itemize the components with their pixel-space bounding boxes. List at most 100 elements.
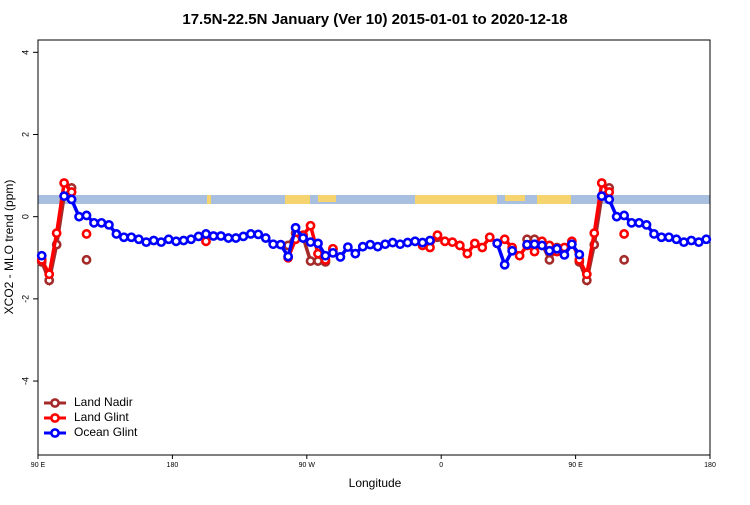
data-point [223, 233, 234, 243]
data-point [574, 249, 585, 260]
data-point [566, 239, 577, 250]
land-band [318, 195, 336, 202]
data-point [380, 239, 391, 250]
data-point [596, 178, 607, 188]
data-point [51, 228, 62, 239]
x-tick-label: 180 [704, 462, 716, 469]
data-point [253, 229, 264, 240]
data-point [693, 237, 704, 248]
data-point [499, 234, 510, 245]
data-point [402, 237, 413, 248]
y-tick-label: -4 [20, 377, 30, 385]
data-point [484, 232, 495, 243]
data-point [395, 239, 406, 250]
data-point [701, 234, 712, 245]
data-point [186, 234, 196, 245]
data-point [469, 238, 480, 249]
data-point [208, 231, 219, 241]
y-tick-label: 4 [20, 50, 30, 55]
data-point [268, 239, 279, 250]
land-band [537, 195, 571, 204]
data-point [634, 217, 644, 228]
land-band [505, 195, 525, 201]
data-point [365, 239, 376, 250]
x-tick-label: 180 [167, 462, 179, 469]
data-point [305, 256, 316, 266]
data-point [275, 239, 286, 250]
land-band [415, 195, 497, 204]
data-point [342, 242, 353, 252]
data-point [238, 231, 249, 242]
data-point [544, 245, 555, 256]
data-point [313, 248, 323, 259]
data-point [611, 211, 622, 222]
data-point [462, 248, 473, 259]
data-point [171, 236, 182, 247]
map-strip [38, 195, 710, 204]
data-point [589, 228, 600, 239]
x-tick-label: 90 W [299, 462, 316, 469]
legend-label: Land Glint [74, 410, 129, 424]
data-point [350, 248, 361, 259]
data-point [328, 247, 338, 258]
data-point [290, 222, 301, 233]
data-point [320, 250, 331, 261]
data-point [604, 194, 615, 205]
data-point [96, 217, 107, 228]
data-point [552, 243, 562, 254]
land-band [285, 195, 310, 204]
data-point [522, 239, 532, 250]
data-point [664, 232, 674, 243]
data-point [245, 229, 256, 239]
data-point [432, 230, 443, 241]
data-point [59, 191, 70, 202]
data-point [193, 231, 204, 242]
data-point [559, 249, 570, 260]
data-point [372, 241, 383, 252]
data-point [357, 241, 368, 252]
data-point [410, 236, 420, 247]
legend-label: Land Nadir [74, 395, 133, 409]
data-point [492, 238, 503, 249]
data-point [36, 250, 47, 261]
legend-marker [50, 398, 60, 408]
data-point [74, 211, 84, 222]
data-point [447, 237, 458, 248]
data-point [440, 236, 450, 247]
legend-label: Ocean Glint [74, 425, 138, 439]
legend-marker [50, 413, 60, 423]
data-point [581, 269, 592, 280]
data-point [44, 269, 55, 280]
data-point [283, 251, 294, 262]
data-point [126, 232, 137, 243]
data-point [66, 194, 77, 205]
y-tick-label: 0 [20, 214, 30, 219]
data-point [118, 232, 129, 243]
data-point [387, 237, 398, 248]
chart-title: 17.5N-22.5N January (Ver 10) 2015-01-01 … [182, 11, 567, 28]
land-band [207, 195, 211, 204]
data-point [178, 235, 189, 246]
data-point [656, 232, 667, 243]
data-point [537, 240, 547, 251]
data-point [619, 254, 630, 265]
data-point [104, 220, 114, 230]
data-point [514, 250, 525, 261]
x-tick-label: 90 E [31, 462, 46, 469]
data-point [133, 234, 144, 245]
data-point [141, 237, 152, 248]
y-tick-label: 2 [20, 132, 30, 137]
data-point [649, 229, 659, 239]
data-point [477, 242, 488, 253]
data-point [201, 229, 211, 239]
data-point [454, 240, 465, 251]
data-point [678, 237, 689, 248]
data-point [619, 229, 630, 239]
data-point [425, 235, 435, 246]
x-axis-label: Longitude [349, 476, 402, 490]
data-point [313, 238, 323, 249]
data-point [596, 191, 607, 202]
data-point [626, 217, 637, 228]
x-tick-label: 90 E [568, 462, 583, 469]
